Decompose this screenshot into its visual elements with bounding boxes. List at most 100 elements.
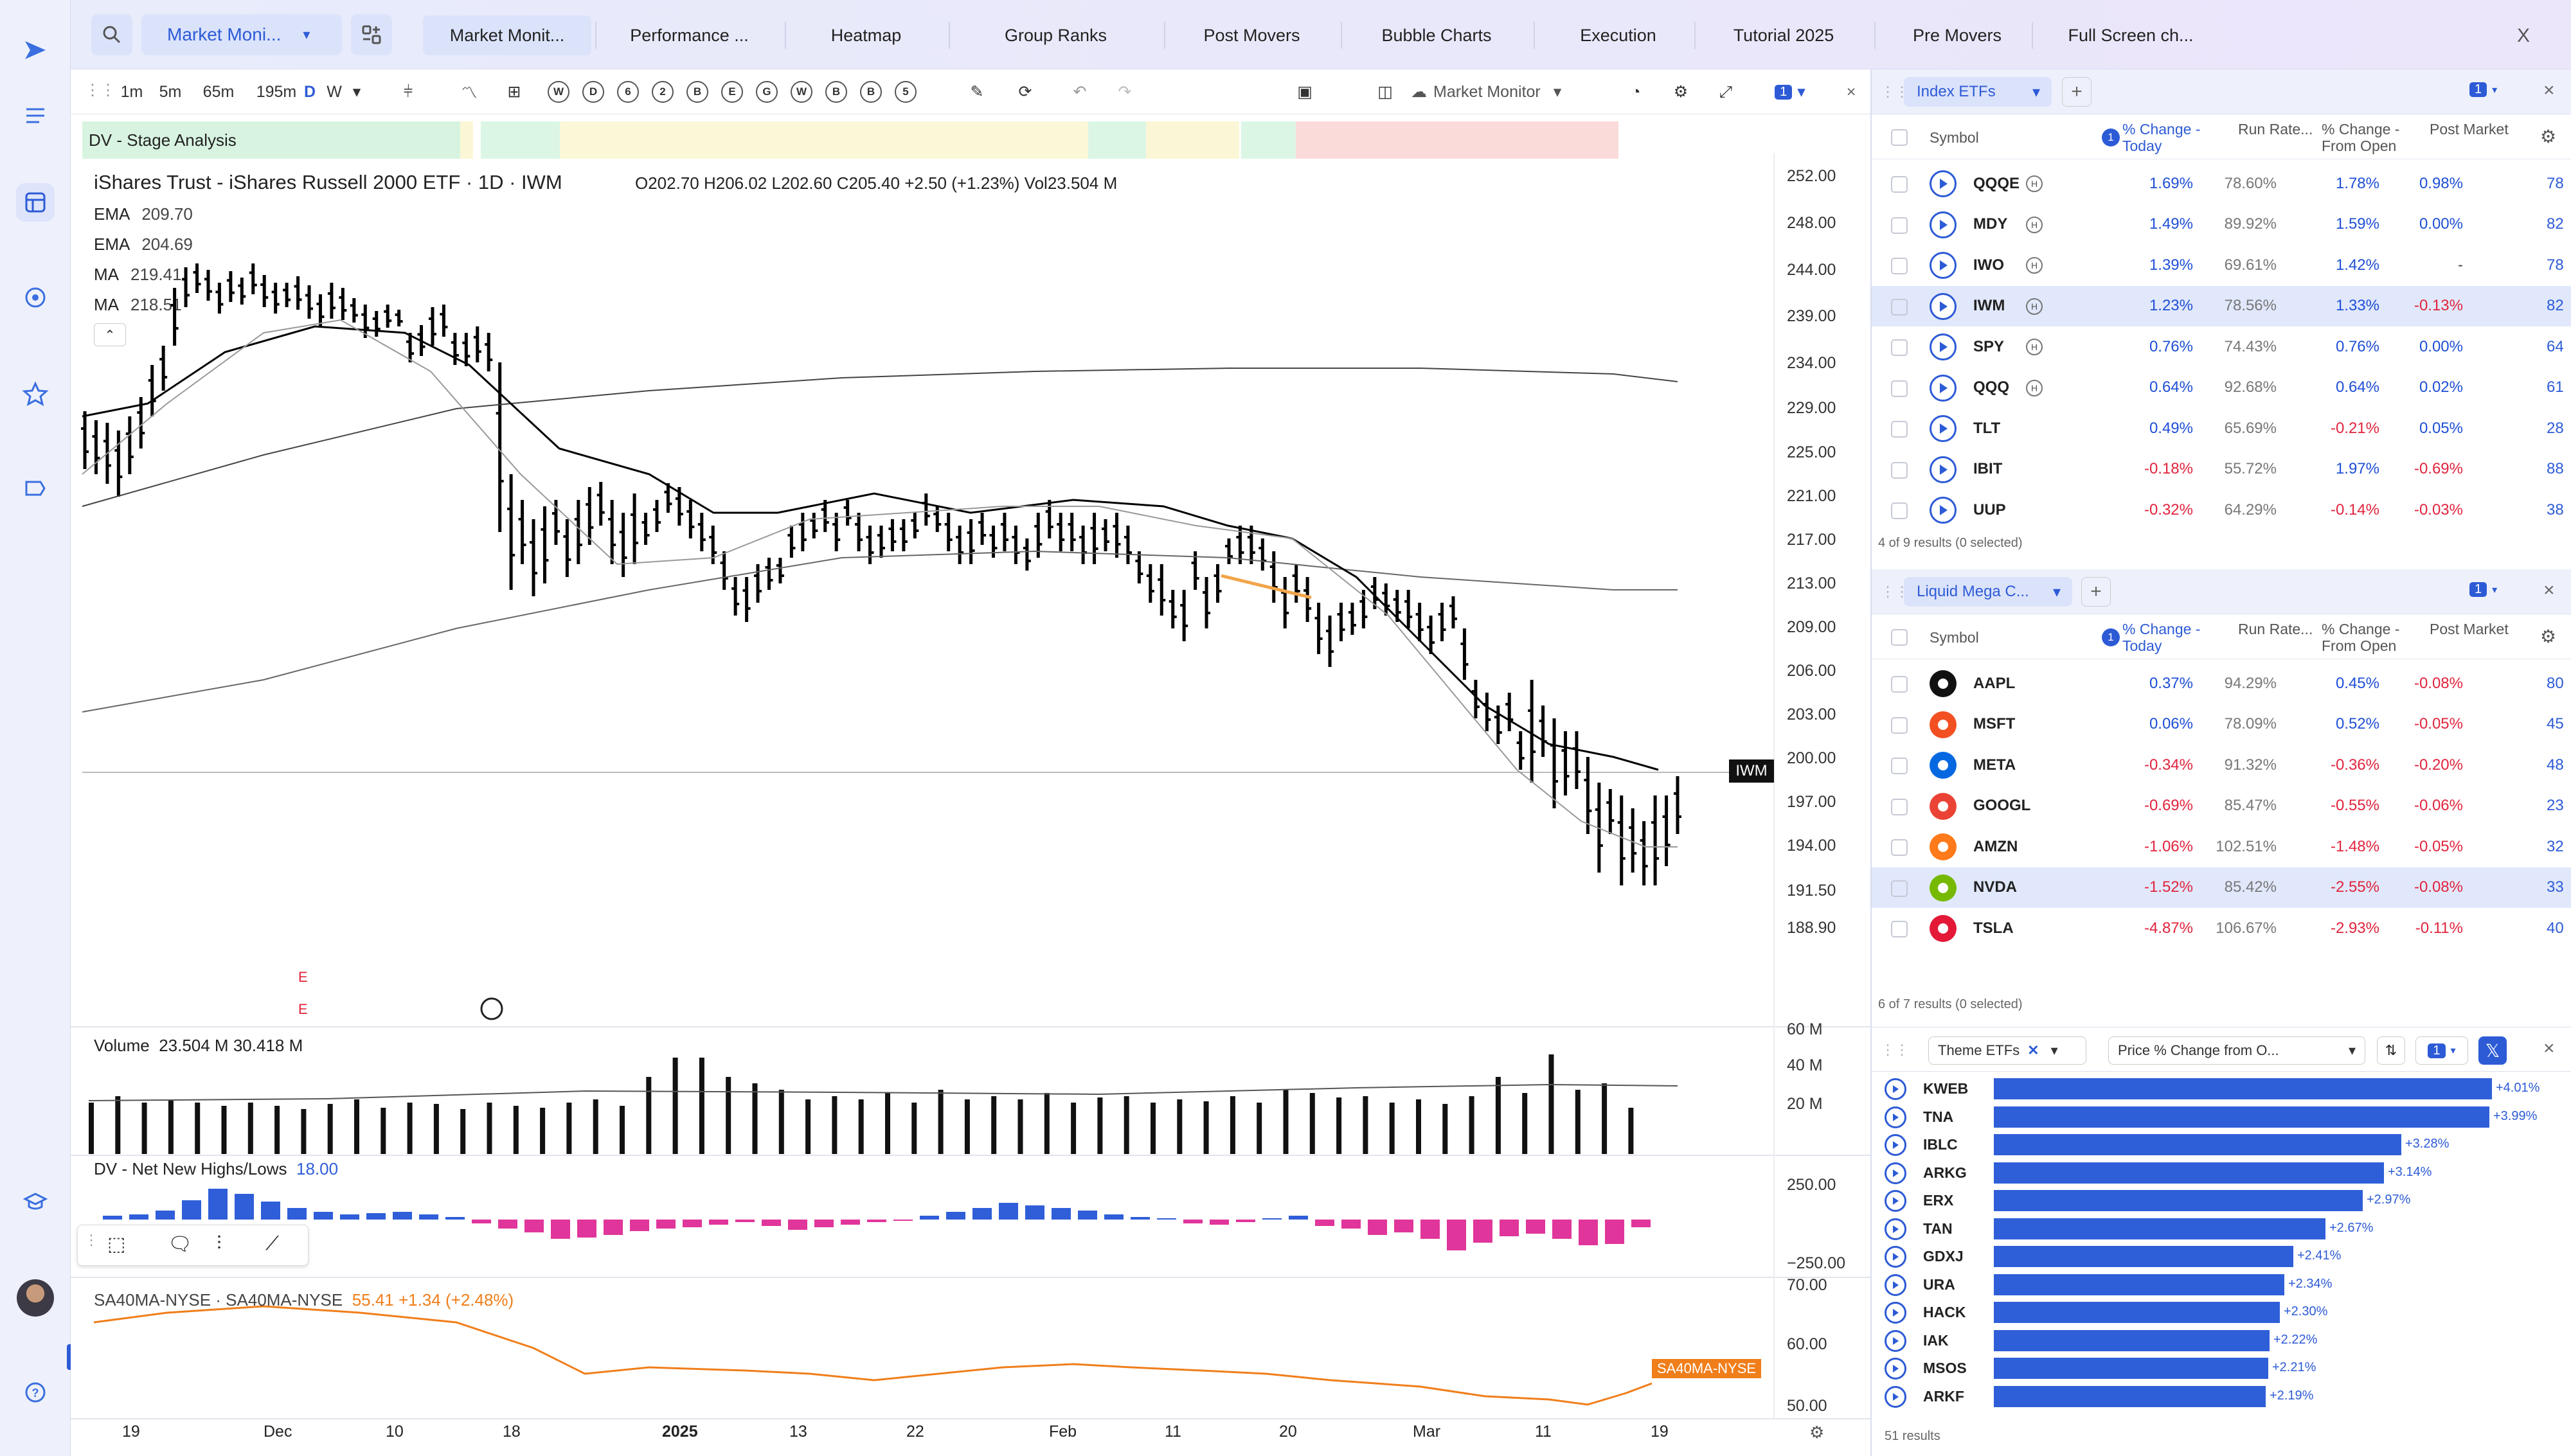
theme-filter-select[interactable]: Theme ETFs ✕ ▾ — [1928, 1036, 2086, 1065]
column-header[interactable]: Post Market — [2430, 121, 2509, 138]
tab-8[interactable]: Pre Movers — [1912, 25, 2002, 45]
table-row[interactable]: UUP -0.32% 64.29% -0.14% -0.03% 38 — [1872, 490, 2571, 530]
tab-0[interactable]: Market Monit... — [423, 15, 591, 55]
timeframe-65m[interactable]: 65m — [202, 82, 235, 101]
table-row[interactable]: TLT 0.49% 65.69% -0.21% 0.05% 28 — [1872, 408, 2571, 448]
rectangle-tool-icon[interactable]: ⬚ — [107, 1234, 126, 1255]
theme-etf-symbol[interactable]: ARKG — [1923, 1164, 1967, 1181]
row-checkbox[interactable] — [1891, 502, 1908, 519]
row-checkbox[interactable] — [1891, 676, 1908, 693]
scanner-nav-icon[interactable] — [16, 278, 55, 317]
layout-panel-icon[interactable]: ◫ — [1377, 83, 1393, 101]
tab-2[interactable]: Heatmap — [830, 25, 902, 45]
tab-4[interactable]: Post Movers — [1203, 25, 1300, 45]
theme-etf-symbol[interactable]: GDXJ — [1923, 1248, 1964, 1265]
indicator-legend-row[interactable]: EMA 209.70 — [94, 204, 193, 224]
study-toggle-button[interactable]: 2 — [652, 81, 674, 103]
link-group-badge[interactable]: 1 ▾ — [2469, 82, 2497, 97]
drag-handle-icon[interactable]: ⋮⋮ — [1881, 1042, 1909, 1058]
symbol-cell[interactable]: QQQ — [1973, 378, 2010, 396]
tab-9[interactable]: Full Screen ch... — [2068, 25, 2194, 45]
holdings-icon[interactable]: H — [2026, 379, 2043, 396]
tab-5[interactable]: Bubble Charts — [1381, 25, 1492, 45]
collapse-legend-button[interactable]: ⌃ — [94, 323, 126, 346]
drag-handle-icon[interactable]: ⋮⋮ — [85, 82, 116, 99]
row-checkbox[interactable] — [1891, 176, 1908, 193]
timeframe-1m[interactable]: 1m — [120, 82, 143, 101]
study-toggle-button[interactable]: B — [686, 81, 708, 103]
academy-icon[interactable] — [16, 1182, 55, 1221]
table-row[interactable]: MSFT 0.06% 78.09% 0.52% -0.05% 45 — [1872, 704, 2571, 745]
timeframe-W[interactable]: W — [327, 82, 342, 101]
layout-name[interactable]: ☁ Market Monitor ▾ — [1411, 82, 1562, 102]
study-toggle-button[interactable]: G — [756, 81, 778, 103]
holdings-icon[interactable]: H — [2026, 339, 2043, 355]
row-checkbox[interactable] — [1891, 421, 1908, 438]
price-chart[interactable]: DV - Stage Analysis iShares Trust - iSha… — [71, 114, 1870, 1456]
indicators-icon[interactable]: 〽 — [461, 84, 478, 102]
symbol-cell[interactable]: AMZN — [1973, 837, 2018, 855]
theme-etf-row[interactable]: MSOS +2.21% — [1872, 1354, 2571, 1381]
column-header[interactable]: % Change - Today — [2122, 121, 2201, 154]
close-panel-icon[interactable]: × — [2543, 580, 2555, 601]
column-header[interactable]: Post Market — [2430, 621, 2509, 637]
row-checkbox[interactable] — [1891, 461, 1908, 479]
replay-icon[interactable]: ◔ — [1631, 82, 1641, 101]
widgets-button[interactable] — [351, 14, 392, 55]
table-row[interactable]: H IWO 1.39% 69.61% 1.42% - 78 — [1872, 245, 2571, 285]
symbol-cell[interactable]: GOOGL — [1973, 797, 2031, 814]
link-group-badge[interactable]: 1 ▾ — [2469, 582, 2497, 597]
link-group-badge[interactable]: 1 ▾ — [2415, 1036, 2468, 1065]
column-header[interactable]: % Change - From Open — [2322, 121, 2400, 154]
fullscreen-icon[interactable]: ⤢ — [1719, 82, 1732, 101]
column-header[interactable]: Symbol — [1930, 629, 1979, 646]
theme-etf-symbol[interactable]: ARKF — [1923, 1387, 1964, 1405]
sort-direction-button[interactable]: ⇅ — [2377, 1036, 2405, 1065]
study-toggle-button[interactable]: W — [548, 81, 569, 103]
theme-etf-row[interactable]: HACK +2.30% — [1872, 1298, 2571, 1326]
theme-etf-row[interactable]: GDXJ +2.41% — [1872, 1242, 2571, 1270]
study-toggle-button[interactable]: W — [791, 81, 812, 103]
table-row[interactable]: GOOGL -0.69% 85.47% -0.55% -0.06% 23 — [1872, 786, 2571, 826]
select-all-checkbox[interactable] — [1891, 629, 1908, 646]
theme-etf-row[interactable]: TAN +2.67% — [1872, 1214, 2571, 1242]
study-toggle-button[interactable]: 6 — [617, 81, 639, 103]
theme-etf-row[interactable]: IAK +2.22% — [1872, 1326, 2571, 1354]
theme-etf-row[interactable]: URA +2.34% — [1872, 1270, 2571, 1298]
drawing-toolbar-handle-icon[interactable]: ⋮ — [84, 1232, 98, 1248]
row-checkbox[interactable] — [1891, 880, 1908, 897]
symbol-cell[interactable]: MDY — [1973, 215, 2008, 233]
column-header[interactable]: Run Rate... — [2238, 121, 2313, 138]
holdings-icon[interactable]: H — [2026, 216, 2043, 233]
tab-6[interactable]: Execution — [1580, 25, 1656, 45]
study-toggle-button[interactable]: D — [582, 81, 604, 103]
theme-etf-row[interactable]: KWEB +4.01% — [1872, 1074, 2571, 1102]
comment-tool-icon[interactable]: 🗨 — [168, 1234, 193, 1255]
row-checkbox[interactable] — [1891, 298, 1908, 315]
indicator-legend-row[interactable]: MA 219.41 — [94, 265, 182, 285]
add-watchlist-button[interactable]: + — [2062, 77, 2092, 107]
column-settings-icon[interactable]: ⚙ — [2540, 127, 2557, 146]
theme-etf-symbol[interactable]: URA — [1923, 1275, 1955, 1293]
select-all-checkbox[interactable] — [1891, 129, 1908, 146]
row-checkbox[interactable] — [1891, 258, 1908, 274]
timeframe-chevron-icon[interactable]: ▾ — [352, 83, 361, 101]
theme-etf-symbol[interactable]: KWEB — [1923, 1080, 1969, 1097]
study-toggle-button[interactable]: B — [860, 81, 882, 103]
close-chart-icon[interactable]: × — [1846, 82, 1856, 101]
user-avatar[interactable] — [16, 1279, 55, 1317]
add-watchlist-button[interactable]: + — [2081, 577, 2111, 607]
theme-etf-row[interactable]: ARKG +3.14% — [1872, 1159, 2571, 1186]
table-row[interactable]: AAPL 0.37% 94.29% 0.45% -0.08% 80 — [1872, 663, 2571, 704]
row-checkbox[interactable] — [1891, 217, 1908, 234]
symbol-cell[interactable]: TLT — [1973, 419, 2001, 437]
table-row[interactable]: H MDY 1.49% 89.92% 1.59% 0.00% 82 — [1872, 204, 2571, 245]
symbol-cell[interactable]: META — [1973, 756, 2016, 774]
trendline-tool-icon[interactable]: ⟋ — [265, 1233, 279, 1254]
symbol-cell[interactable]: UUP — [1973, 501, 2006, 519]
earnings-marker[interactable]: E — [298, 1001, 308, 1017]
close-panel-icon[interactable]: × — [2543, 80, 2555, 101]
sort-field-select[interactable]: Price % Change from O... ▾ — [2108, 1036, 2365, 1065]
app-logo-icon[interactable] — [16, 31, 55, 69]
tab-3[interactable]: Group Ranks — [1004, 25, 1107, 45]
